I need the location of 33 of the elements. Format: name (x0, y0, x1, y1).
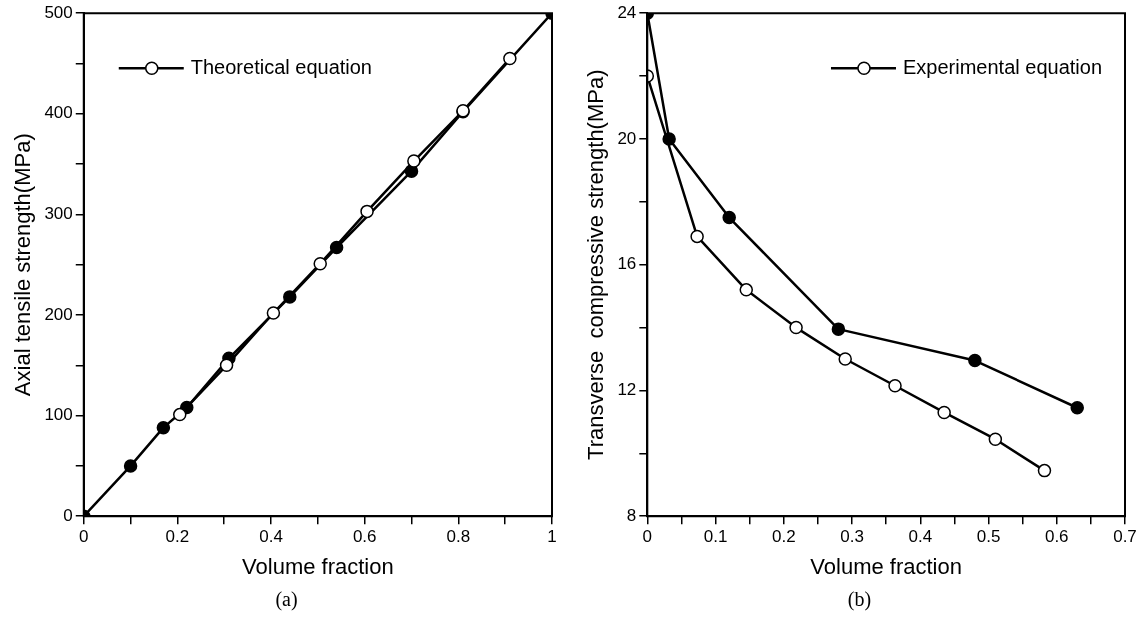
y-axis-title: Transverse compressive strength(MPa) (582, 69, 608, 460)
y-tick-label: 300 (43, 204, 73, 224)
x-tick-label: 0.6 (1044, 527, 1069, 547)
legend-label: Theoretical equation (190, 55, 372, 78)
x-axis-title: Volume fraction (809, 553, 962, 579)
x-tick-label: 0.4 (907, 527, 932, 547)
x-tick-label: 0.4 (258, 527, 283, 547)
text: (b) (847, 587, 872, 613)
x-tick-label: 0.8 (446, 527, 470, 547)
text: (a) (275, 587, 298, 613)
x-tick-label: 0.2 (165, 527, 189, 547)
y-tick-label: 200 (43, 304, 73, 324)
x-tick-label: 0.2 (771, 527, 796, 547)
x-tick-label: 0.7 (1112, 527, 1137, 547)
legend-label: Experimental equation (902, 55, 1102, 78)
y-tick-label: 12 (616, 380, 636, 400)
y-tick-label: 500 (43, 2, 73, 22)
y-tick-label: 16 (616, 254, 636, 274)
x-tick-label: 1 (546, 527, 557, 547)
y-tick-label: 8 (626, 505, 636, 525)
y-axis-title: Axial tensile strength(MPa) (9, 133, 35, 397)
x-tick-label: 0.6 (352, 527, 377, 547)
y-tick-label: 20 (616, 128, 636, 148)
x-tick-label: 0 (78, 527, 88, 547)
x-tick-label: 0.3 (839, 527, 864, 547)
y-tick-label: 100 (43, 405, 73, 425)
y-tick-label: 24 (616, 2, 636, 22)
x-tick-label: 0 (642, 527, 652, 547)
x-tick-label: 0.5 (976, 527, 1000, 547)
y-tick-label: 0 (62, 505, 73, 525)
x-tick-label: 0.1 (703, 527, 727, 547)
x-axis-title: Volume fraction (241, 553, 394, 579)
y-tick-label: 400 (43, 103, 73, 123)
